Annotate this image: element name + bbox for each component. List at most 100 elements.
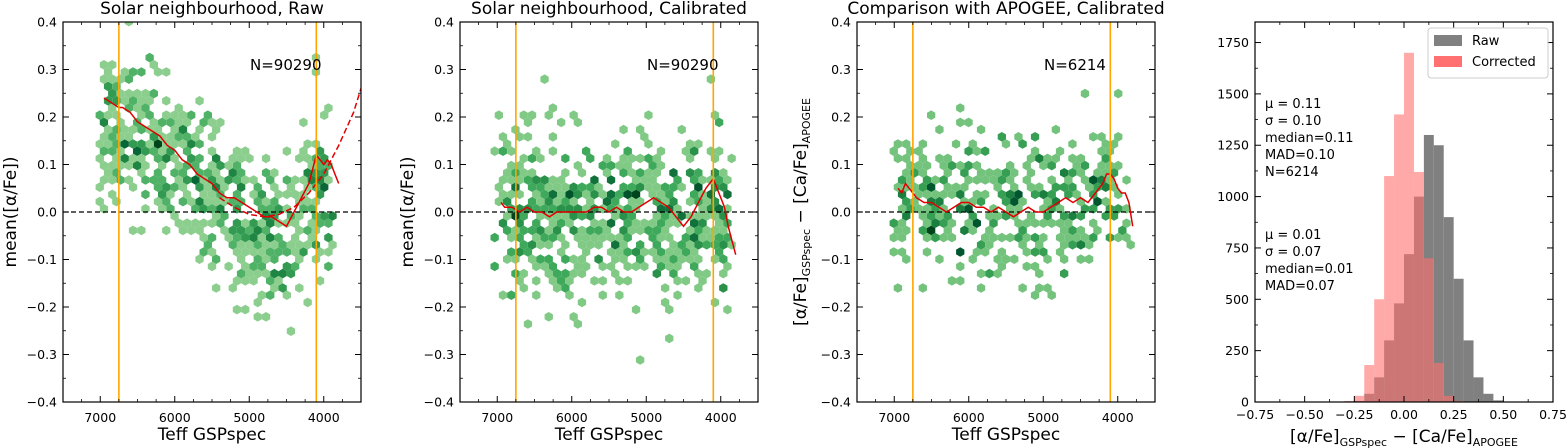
density-hexbin [665,218,674,228]
density-hexbin [694,283,703,293]
density-hexbin [602,225,612,236]
density-hexbin [914,204,923,214]
density-hexbin [1035,182,1044,192]
density-hexbin [503,211,512,221]
density-hexbin [1072,160,1081,171]
density-hexbin [661,297,670,308]
y-tick-label: 0.2 [37,110,57,125]
density-hexbin [586,211,595,221]
panel-3-x-axis-label: Teff GSPspec [951,425,1060,445]
density-hexbin [532,276,541,286]
density-hexbin [212,254,221,264]
density-hexbin [931,175,940,185]
density-hexbin [128,96,138,106]
density-hexbin [694,211,703,221]
density-hexbin [490,232,499,243]
density-hexbin [918,139,927,149]
density-hexbin [174,132,183,142]
y-tick-label: 250 [1225,343,1249,358]
density-hexbin [1026,168,1036,178]
corrected-histogram-bar [1374,299,1385,402]
density-hexbin [631,304,641,315]
density-hexbin [1010,182,1019,192]
density-hexbin [245,268,254,279]
y-tick-label: 1500 [1217,86,1249,101]
density-hexbin [652,268,661,279]
density-hexbin [270,268,279,279]
density-hexbin [619,211,628,221]
density-hexbin [241,175,250,185]
density-hexbin [1022,247,1031,257]
y-tick-label: −0.4 [821,395,851,410]
density-hexbin [665,261,674,272]
density-hexbin [661,225,670,236]
density-hexbin [307,232,316,243]
density-hexbin [993,168,1002,178]
density-hexbin [1010,168,1019,178]
density-hexbin [494,182,503,192]
density-hexbin [1055,232,1065,243]
density-hexbin [1001,168,1011,178]
density-hexbin [715,175,724,185]
density-hexbin [972,218,981,228]
stat-raw-mad: MAD=0.10 [1265,148,1335,163]
density-hexbin [108,88,117,99]
y-tick-label: −0.3 [821,347,851,362]
density-hexbin [997,247,1006,257]
density-hexbin [216,175,225,185]
density-hexbin [1072,189,1081,200]
density-hexbin [586,153,595,164]
density-hexbin [573,160,582,171]
density-hexbin [1018,240,1027,250]
density-hexbin [615,232,624,243]
density-hexbin [187,139,196,149]
density-hexbin [590,204,599,214]
x-tick-label: −0.50 [1286,407,1324,422]
density-hexbin [536,240,545,250]
density-hexbin [548,189,557,200]
panel-2-y-axis-label: mean([α/Fe]) [398,157,418,268]
density-hexbin [232,304,242,315]
density-hexbin [935,153,944,164]
density-hexbin [261,225,271,236]
panel-2-title: Solar neighbourhood, Calibrated [471,0,747,19]
density-hexbin [972,175,981,185]
density-hexbin [582,247,591,257]
density-hexbin [985,168,994,178]
density-hexbin [1018,283,1027,293]
density-hexbin [249,218,258,228]
density-hexbin [498,175,508,185]
density-hexbin [266,276,275,286]
y-tick-label: 0.3 [831,62,851,77]
panel-1-count-annotation: N=90290 [250,56,322,74]
density-hexbin [685,196,695,207]
density-hexbin [976,124,986,135]
x-tick-label: −0.25 [1335,407,1373,422]
panel-1: Solar neighbourhood, Raw 7000 6000 5000 400… [1,0,362,445]
density-hexbin [1018,139,1027,149]
density-hexbin [602,196,612,207]
density-hexbin [507,189,516,200]
density-hexbin [951,139,961,149]
density-hexbin [141,175,150,185]
density-hexbin [552,182,562,192]
density-hexbin [677,211,686,221]
density-hexbin [544,268,553,279]
density-hexbin [108,103,117,113]
density-hexbin [507,247,516,257]
density-hexbin [997,132,1006,142]
x-tick-label: 7000 [84,410,116,425]
density-hexbin [182,175,192,185]
density-hexbin [1018,196,1027,207]
density-hexbin [270,254,279,264]
x-tick-label: 5000 [233,410,265,425]
density-hexbin [303,297,312,308]
density-hexbin [224,261,233,272]
density-hexbin [249,232,258,243]
density-hexbin [602,168,612,178]
stat-raw-sigma: σ = 0.10 [1265,114,1321,129]
density-hexbin [935,211,944,221]
density-hexbin [328,240,337,250]
density-hexbin [232,276,242,286]
